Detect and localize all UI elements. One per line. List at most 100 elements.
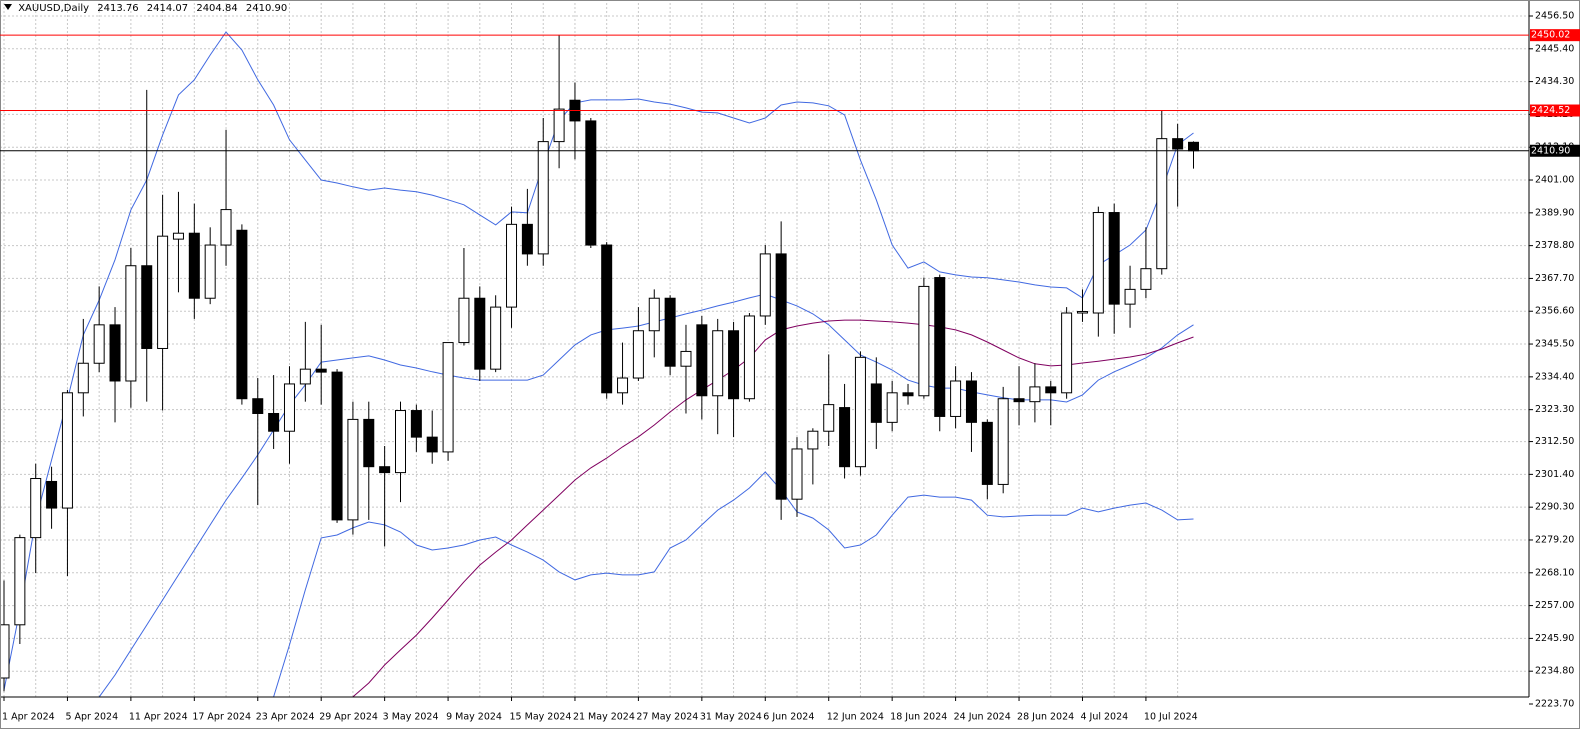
indicator-line [273, 471, 1194, 698]
symbol: XAUUSD,Daily [18, 3, 90, 14]
y-tick-label: 2290.30 [1535, 502, 1574, 513]
candle-body [299, 368, 311, 385]
candle-body [77, 362, 89, 394]
candle-body [1156, 138, 1168, 270]
candle-body [1188, 141, 1199, 152]
candle-body [363, 418, 375, 468]
candle-body [379, 466, 391, 474]
candle-body [490, 306, 502, 370]
x-tick-label: 15 May 2024 [510, 712, 572, 723]
y-tick-label: 2345.50 [1535, 339, 1574, 350]
candle-body [268, 412, 280, 432]
candle-body [14, 537, 26, 626]
candle-body [664, 297, 676, 367]
x-tick-label: 4 Jul 2024 [1080, 712, 1128, 723]
candle-body [902, 392, 914, 397]
candle-body [283, 383, 295, 432]
candle-body [172, 232, 184, 240]
y-tick-label: 2323.30 [1535, 404, 1574, 415]
candle-body [823, 404, 835, 432]
candle-body [1045, 386, 1057, 394]
y-tick-label: 2223.70 [1535, 699, 1574, 710]
candle-body [585, 120, 597, 246]
chart-header: XAUUSD,Daily 2413.76 2414.07 2404.84 241… [4, 3, 292, 14]
candle-body [617, 377, 629, 394]
candle-body [1013, 398, 1025, 403]
x-tick-label: 10 Jul 2024 [1144, 712, 1198, 723]
candle-body [347, 418, 359, 521]
candle-body [61, 392, 73, 509]
y-tick-label: 2445.40 [1535, 43, 1574, 54]
candle-body [696, 324, 708, 397]
candle-body [0, 624, 10, 679]
candle-body [204, 244, 216, 299]
candle-body [252, 398, 264, 414]
y-tick-label: 2456.50 [1535, 11, 1574, 22]
candle-body [458, 297, 470, 344]
indicator-line [3, 31, 1194, 691]
candle-body [1108, 212, 1120, 305]
price-label: 2410.90 [1531, 145, 1570, 156]
candle-body [157, 235, 169, 349]
candle-body [220, 209, 232, 246]
y-tick-label: 2356.60 [1535, 306, 1574, 317]
candle-body [997, 398, 1009, 485]
x-tick-label: 5 Apr 2024 [65, 712, 118, 723]
x-tick-label: 21 May 2024 [573, 712, 635, 723]
header-arrow[interactable] [4, 3, 12, 11]
candle-body [870, 383, 882, 423]
y-tick-label: 2334.40 [1535, 371, 1574, 382]
candle-body [680, 350, 692, 367]
candle-body [331, 371, 343, 521]
candle-body [109, 324, 121, 382]
candle-body [30, 478, 42, 539]
y-tick-label: 2268.10 [1535, 567, 1574, 578]
candle-body [315, 368, 327, 373]
x-tick-label: 9 May 2024 [446, 712, 502, 723]
candle-body [474, 297, 486, 370]
candle-body [807, 430, 819, 450]
y-tick-label: 2234.80 [1535, 666, 1574, 677]
y-tick-label: 2401.00 [1535, 175, 1574, 186]
x-tick-label: 3 May 2024 [383, 712, 439, 723]
candle-body [601, 244, 613, 394]
y-tick-label: 2257.00 [1535, 600, 1574, 611]
candle-body [410, 410, 422, 438]
candle-body [648, 297, 660, 332]
candle-body [965, 380, 977, 423]
candle-body [395, 410, 406, 474]
candle-body [728, 330, 740, 400]
candle-body [950, 380, 962, 417]
high-price: 2414.07 [146, 3, 189, 14]
x-tick-label: 11 Apr 2024 [129, 712, 188, 723]
y-tick-label: 2367.70 [1535, 273, 1574, 284]
candle-body [1092, 212, 1104, 314]
plot-background [0, 0, 1529, 697]
candle-body [712, 330, 724, 397]
x-tick-label: 12 Jun 2024 [827, 712, 884, 723]
candle-body [188, 232, 200, 299]
candle-body [442, 342, 454, 453]
x-tick-label: 24 Jun 2024 [954, 712, 1011, 723]
indicator-line [352, 319, 1194, 698]
candle-body [1029, 386, 1041, 403]
candle-body [934, 277, 946, 417]
x-tick-label: 27 May 2024 [636, 712, 698, 723]
candle-body [236, 229, 248, 400]
y-tick-label: 2245.90 [1535, 633, 1574, 644]
candle-body [521, 223, 533, 255]
candle-body [1140, 268, 1152, 290]
y-tick-label: 2312.50 [1535, 436, 1574, 447]
candle-body [775, 253, 787, 500]
indicator-line [98, 293, 1194, 698]
candle-body [886, 392, 898, 423]
candle-body [839, 407, 851, 468]
close-price: 2410.90 [245, 3, 288, 14]
low-price: 2404.84 [196, 3, 238, 14]
price-label-box [1530, 104, 1580, 117]
candle-body [1124, 288, 1136, 305]
candle-body [759, 253, 771, 317]
x-tick-label: 29 Apr 2024 [319, 712, 378, 723]
y-tick-label: 2301.40 [1535, 469, 1574, 480]
candle-body [918, 285, 930, 397]
